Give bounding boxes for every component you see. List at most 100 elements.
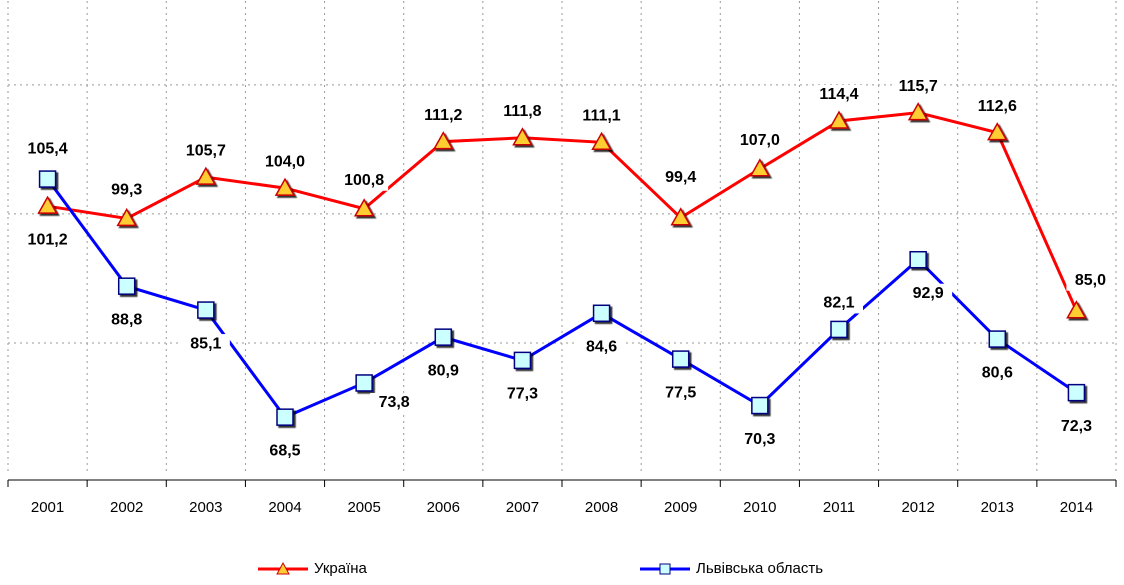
label-bg xyxy=(1066,270,1115,291)
label-bg xyxy=(904,283,953,304)
data-label: 84,6 xyxy=(586,338,617,355)
label-bg xyxy=(340,170,389,191)
label-bg xyxy=(261,441,309,462)
marker xyxy=(988,330,1007,348)
marker xyxy=(987,122,1008,141)
x-tick-label: 2011 xyxy=(823,499,855,516)
label-bg xyxy=(23,230,72,251)
marker xyxy=(671,350,690,368)
marker xyxy=(38,170,57,188)
label-bg xyxy=(370,392,419,413)
marker xyxy=(1066,300,1087,319)
marker xyxy=(197,301,215,319)
label-bg xyxy=(419,361,468,382)
x-tick-label: 2014 xyxy=(1060,499,1093,516)
x-tick-label: 2002 xyxy=(110,499,143,516)
x-tick-label: 2009 xyxy=(664,499,697,516)
data-label: 105,7 xyxy=(186,142,226,159)
data-label: 82,1 xyxy=(823,295,854,312)
marker xyxy=(513,351,532,370)
label-bg xyxy=(181,334,230,355)
marker xyxy=(433,131,454,150)
label-bg xyxy=(815,85,863,106)
data-label: 111,1 xyxy=(582,108,620,125)
label-bg xyxy=(973,96,1022,117)
marker xyxy=(830,320,848,339)
data-label: 85,1 xyxy=(190,335,221,352)
data-label: 80,6 xyxy=(982,364,1013,381)
marker xyxy=(670,207,691,226)
data-label: 73,8 xyxy=(379,394,410,411)
x-tick-label: 2012 xyxy=(901,499,934,516)
label-bg xyxy=(102,180,151,201)
series-line xyxy=(46,178,1078,420)
x-tick-label: 2003 xyxy=(189,499,222,516)
data-label: 77,3 xyxy=(507,386,538,403)
label-bg xyxy=(1052,416,1101,437)
label-bg xyxy=(577,106,626,127)
marker xyxy=(751,396,769,415)
marker xyxy=(37,195,58,214)
data-label: 101,2 xyxy=(28,231,68,248)
data-label: 80,9 xyxy=(428,362,459,379)
marker xyxy=(592,304,611,323)
label-bg xyxy=(815,293,863,314)
legend-marker xyxy=(659,563,671,575)
x-tick-label: 2013 xyxy=(981,499,1014,516)
data-label: 112,6 xyxy=(978,98,1017,115)
x-tick-label: 2005 xyxy=(347,499,380,516)
marker xyxy=(353,198,375,217)
marker xyxy=(909,250,927,269)
label-bg xyxy=(261,152,309,173)
label-bg xyxy=(656,167,705,188)
marker xyxy=(276,408,294,426)
marker xyxy=(116,207,137,227)
marker xyxy=(512,127,533,146)
x-tick-label: 2004 xyxy=(268,499,301,516)
legend-marker xyxy=(276,561,290,575)
data-label: 114,4 xyxy=(819,86,858,103)
label-bg xyxy=(894,76,943,97)
data-label: 99,3 xyxy=(111,182,142,199)
data-label: 107,0 xyxy=(740,132,780,149)
label-bg xyxy=(102,310,151,331)
x-tick-label: 2007 xyxy=(506,499,539,516)
label-bg xyxy=(498,384,547,405)
marker xyxy=(1067,383,1086,402)
legend-label: Львівська область xyxy=(696,560,823,577)
data-label: 85,0 xyxy=(1075,272,1106,289)
marker xyxy=(274,177,296,196)
label-bg xyxy=(735,429,784,450)
marker xyxy=(907,102,929,121)
series-line xyxy=(47,111,1078,312)
label-bg xyxy=(577,337,626,358)
marker xyxy=(591,131,612,151)
label-bg xyxy=(656,383,705,404)
marker xyxy=(828,110,850,129)
marker xyxy=(749,158,771,177)
data-label: 100,8 xyxy=(344,172,384,189)
data-label: 99,4 xyxy=(665,169,696,186)
x-tick-label: 2006 xyxy=(427,499,460,516)
x-tick-label: 2010 xyxy=(743,499,776,516)
x-tick-label: 2008 xyxy=(585,499,618,516)
marker xyxy=(195,166,217,185)
x-tick-label: 2001 xyxy=(31,499,64,516)
label-bg xyxy=(735,130,784,151)
data-label: 88,8 xyxy=(111,311,142,328)
label-bg xyxy=(181,141,230,162)
data-label: 70,3 xyxy=(744,431,775,448)
data-label: 77,5 xyxy=(665,384,696,401)
data-label: 111,8 xyxy=(503,103,541,120)
data-label: 105,4 xyxy=(28,140,68,157)
legend-label: Україна xyxy=(314,560,368,577)
label-bg xyxy=(973,363,1022,384)
data-label: 72,3 xyxy=(1061,418,1092,435)
marker xyxy=(117,277,136,295)
label-bg xyxy=(23,139,72,160)
data-label: 104,0 xyxy=(265,153,305,170)
label-bg xyxy=(419,105,468,126)
data-label: 111,2 xyxy=(424,107,462,124)
